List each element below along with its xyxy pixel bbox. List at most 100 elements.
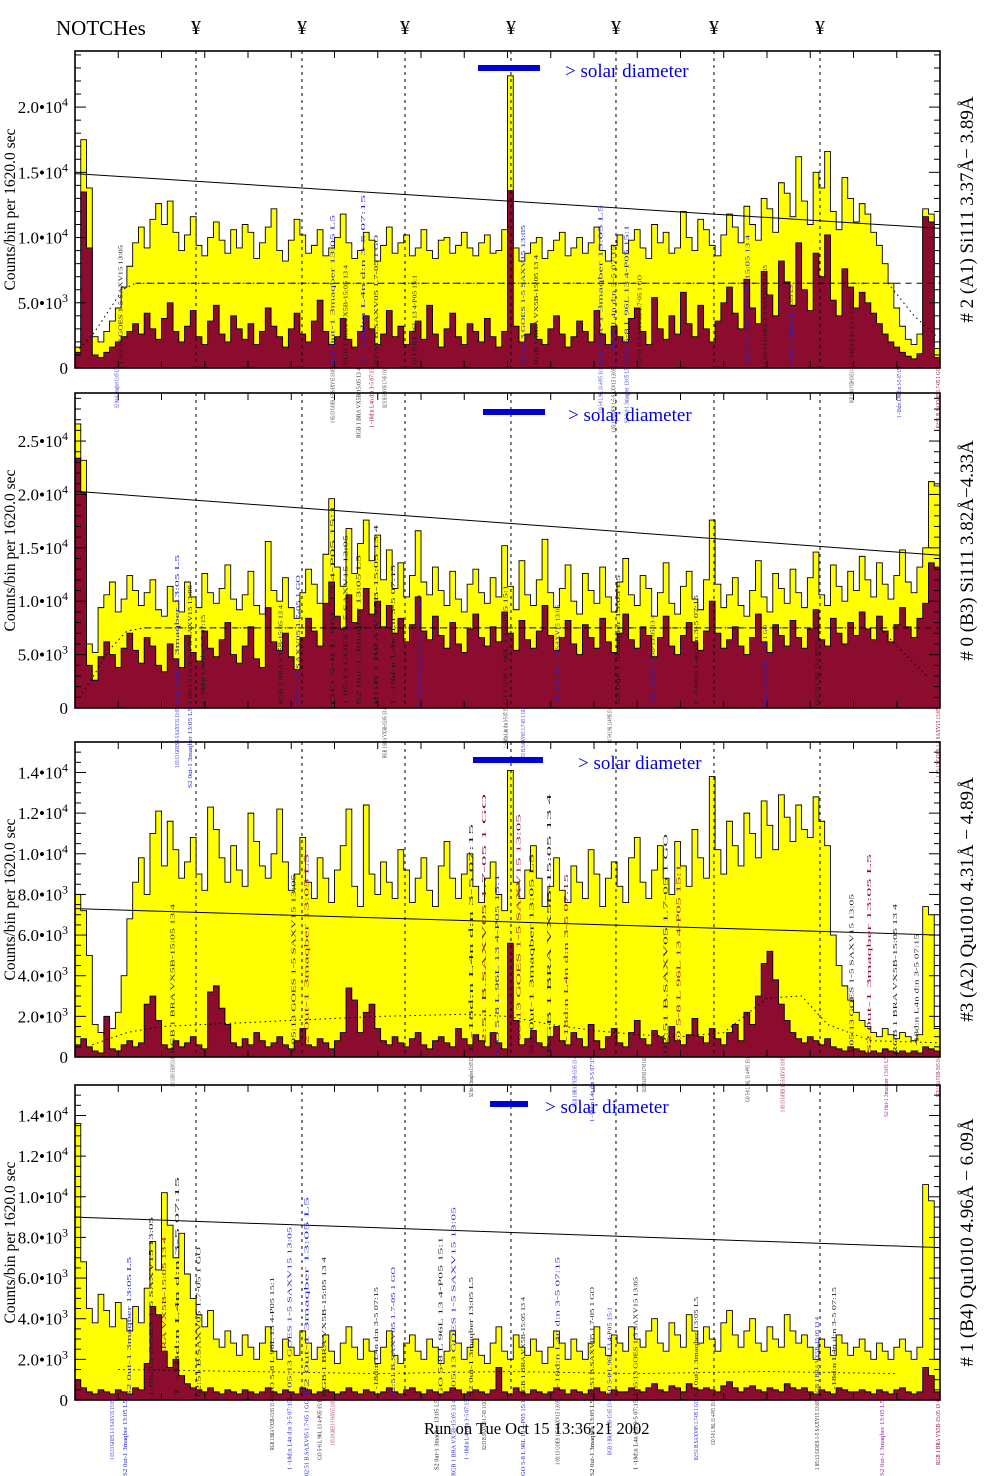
panel-1-annotation-strip-12: 1 05:13 GOES 1-5 SAXV15 13:05: [555, 605, 561, 705]
panel-3-annotation-strip-4: 02:51 B.SAXV05 1.7-05 1 GO: [196, 1246, 202, 1397]
panel-0-ytick-label: 2.0•104: [18, 95, 68, 117]
panel-0-ytick-label: 1.5•104: [18, 160, 68, 182]
panel-3-annotation-strip-spill-19: S2 0ut-1 3maqber 13:05 L5: [880, 1400, 886, 1476]
panel-3: 0 2.0•103 4.0•103 6.0•103 8.0•103 1.0•104 1.2•…: [2, 1084, 978, 1476]
panel-3-ytick-label: 2.0•103: [18, 1347, 68, 1369]
panel-2-ytick-label: 4.0•103: [18, 964, 68, 986]
panel-0-annotation-strip-spill-0: S2 0ut-1 3maqber 13:05 L5: [114, 368, 120, 408]
panel-1-annotation-strip-7: S2 0ut-1 3maqber 13:05 L5: [356, 555, 362, 705]
panel-3-ytick-label: 6.0•103: [18, 1266, 68, 1288]
panel-1-ytick-label: 2.0•104: [18, 482, 68, 504]
panel-1-dotted-curve: [78, 627, 928, 698]
panel-0-annotation-strip-14: S2 0ut-1 3maqber 13:05 L5: [789, 285, 795, 365]
panel-3-annotation-strip-spill-1: S2 0ut-1 3maqber 13:05 L5: [123, 1400, 129, 1476]
panel-3-annotation-strip-8: RGB 1 BRA VX5B-15:05 13 4: [322, 1257, 328, 1397]
panel-3-annotation-strip-9: 1 -18d:n L4n d:n 3-5 07:15: [374, 1287, 380, 1397]
panel-1-annotation-strip-13: S2 0ut-1 3maqber 13:05 L5: [616, 575, 622, 705]
panel-3-dark_red-series: [74, 1306, 941, 1401]
panel-0-annotation-strip-10: GO 5-8 L 96L 13 4-P05 15:1: [625, 225, 631, 365]
panel-1-yellow-series: [74, 423, 941, 709]
panel-2-right-label: #3 (A2) Qu1010 4.31Å − 4.89Å: [957, 777, 978, 1022]
panel-3-annotation-strip-6: 1 05:13 GOES 1-5 SAXV15 13:05: [287, 1227, 293, 1397]
panel-0-dark_red-series: [74, 190, 941, 369]
panel-3-annotation-strip-0: S2 0ut-1 3maqber 13:05 L5: [127, 1257, 133, 1397]
panel-3-annotation-strip-spill-0: 1 05:13 GOES 1-5 SAXV15 13:05: [110, 1400, 116, 1460]
panel-1-solar-diameter-label: > solar diameter: [568, 405, 692, 426]
notch-yen-marker-0: ¥: [191, 17, 201, 39]
panel-0-annotation-strip-6: 1 05:13 GOES 1-5 SAXV15 13:05: [521, 225, 527, 365]
panel-0-annotation-strip-spill-5: GO 5-8 L 96L 13 4-P05 15:1: [599, 368, 605, 413]
panel-3-annotation-strip-spill-10: 02:51 B.SAXV05 1.7-05 1 GO: [482, 1400, 488, 1450]
panel-0-annotation-strip-spill-7: S2 0ut-1 3maqber 13:05 L5: [625, 368, 631, 423]
panel-0-ytick-label: 1.0•104: [18, 226, 68, 248]
panel-0-annotation-strip-12: RGB 1 BRA VX5B-15:05 13 4: [746, 235, 752, 365]
panel-1-annotation-strip-15: 1 -18d:n L4n d:n 3-5 07:15: [694, 595, 700, 705]
panel-2: 0 2.0•103 4.0•103 6.0•103 8.0•103 1.0•104 1.2•…: [2, 741, 978, 1122]
panel-1-annotation-strip-spill-1: S2 0ut-1 3maqber 13:05 L5: [188, 708, 194, 788]
panel-1-annotation-strip-6: 1 05:13 GOES 1-5 SAXV15 13:05: [343, 535, 349, 705]
panel-3-annotation-strip-spill-15: 1 -18d:n L4n d:n 3-5 07:15: [633, 1400, 639, 1470]
panel-0-ytick-label: 5.0•103: [18, 291, 68, 313]
panel-2-annotation-strip-spill-8: RGB 1 BRA VX5B-15:05 13 4: [936, 1057, 942, 1097]
panel-0-annotation-strip-11: 02:51 B.SAXV05 1.7-05 1 GO: [638, 274, 644, 365]
panel-2-annotation-strip-15: 1 -18d:n L4n d:n 3-5 07:15: [914, 934, 920, 1054]
panel-1-annotation-strip-spill-6: 1 05:13 GOES 1-5 SAXV15 13:05: [936, 708, 942, 778]
panel-2-annotation-strip-spill-4: 02:51 B.SAXV05 1.7-05 1 GO: [642, 1057, 648, 1092]
panel-2-annotation-strip-spill-3: 1 -18d:n L4n d:n 3-5 07:15: [590, 1057, 596, 1122]
panel-3-annotation-strip-spill-11: GO 5-8 L 96L 13 4-P05 15:1: [521, 1400, 527, 1476]
panel-0-annotation-strip-5: GO 5-8 L 96L 13 4-P05 15:1: [413, 275, 419, 365]
panel-0: 0 5.0•103 1.0•104 1.5•104 2.0•104 Counts/bin …: [2, 50, 978, 438]
panel-3-y-axis-label: Counts/bin per 1620.0 sec: [2, 1161, 19, 1323]
notch-yen-marker-4: ¥: [610, 17, 621, 39]
notch-yen-marker-3: ¥: [505, 17, 516, 39]
panel-1-y-axis-label: Counts/bin per 1620.0 sec: [2, 469, 19, 631]
panel-2-ytick-label: 2.0•103: [18, 1004, 68, 1026]
panel-0-trend-line: [74, 173, 941, 229]
panel-3-annotation-strip-21: 1 -18d:n L4n d:n 3-5 07:15: [832, 1287, 838, 1397]
panel-2-annotation-strip-8: RGB 1 BRA VX5B-15:05 13 4: [547, 794, 553, 1054]
panel-2-annotation-strip-0: RGB 1 BRA VX5B-15:05 13 4: [170, 904, 176, 1054]
panel-0-annotation-strip-2: RGB 1 BRA VX5B-15:05 13 4: [343, 265, 349, 365]
panel-2-solar-diameter-label: > solar diameter: [578, 753, 702, 774]
panel-0-annotation-strip-8: S2 0ut-1 3maqber 13:05 L5: [599, 205, 605, 365]
panel-0-annotation-strip-13: 1 05:13 GOES 1-5 SAXV15 13:05: [763, 265, 769, 365]
panel-3-annotation-strip-11: GO 5-8 L 96L 13 4-P05 15:1: [439, 1237, 445, 1397]
panel-3-annotation-strip-spill-7: S2 0ut-1 3maqber 13:05 L5: [434, 1400, 440, 1470]
panel-3-annotation-strip-spill-5: GO 5-8 L 96L 13 4-P05 15:1: [318, 1400, 324, 1460]
panel-1-annotation-strip-spill-3: 1 -18d:n L4n d:n 3-5 07:15: [504, 708, 510, 748]
panel-1-annotation-strip-5: GO 5-8 L 96L 13 4-P05 15:1: [331, 505, 337, 705]
panel-3-right-label: # 1 (B4) Qu1010 4.96Å − 6.09Å: [957, 1118, 978, 1366]
panel-1-trend-line: [74, 490, 941, 556]
panel-0-annotation-strip-spill-4: 02:51 B.SAXV05 1.7-05 1 GO: [382, 368, 388, 408]
panel-1-dark_red-series: [74, 457, 941, 709]
panel-2-ytick-label: 1.4•104: [18, 760, 68, 782]
panel-1-annotation-strip-spill-2: RGB 1 BRA VX5B-15:05 13 4: [382, 708, 388, 758]
panel-2-annotation-strip-11: GO 5-8 L 96L 13 4-P05 15:1: [677, 864, 683, 1054]
panel-1-annotation-strip-1: 1 05:13 GOES 1-5 SAXV15 13:05: [188, 585, 194, 705]
panel-3-annotation-strip-spill-6: 1 05:13 GOES 1-5 SAXV15 13:05: [331, 1400, 337, 1445]
panel-2-y-axis-label: Counts/bin per 1620.0 sec: [2, 818, 19, 980]
panel-1-annotation-strip-16: 02:51 B.SAXV05 1.7-05 1 GO: [763, 624, 769, 705]
panel-2-annotation-strip-12: 1 05:13 GOES 1-5 SAXV15 13:05: [850, 894, 856, 1054]
panel-0-annotation-strip-spill-6: 1 05:13 GOES 1-5 SAXV15 13:05: [612, 368, 618, 433]
panel-1-ytick-label: 1.5•104: [18, 536, 68, 558]
panel-0-annotation-strip-spill-8: RGB 1 BRA VX5B-15:05 13 4: [850, 368, 856, 403]
panel-2-ytick-label: 0: [60, 1048, 69, 1067]
panel-0-ytick-label: 0: [60, 359, 69, 378]
panel-2-solar-diameter-bar: [472, 757, 543, 763]
panel-3-annotation-strip-15: 1 -18d:n L4n d:n 3-5 07:15: [555, 1257, 561, 1397]
panel-3-annotation-strip-12: 1 05:13 GOES 1-5 SAXV15 13:05: [452, 1207, 458, 1397]
panel-1-annotation-strip-2: 1 -18d:n L4n d:n 3-5 07:15: [201, 615, 207, 705]
panel-0-annotation-strip-7: RGB 1 BRA VX5B-15:05 13 4: [534, 255, 540, 365]
panel-2-annotation-strip-spill-1: S2 0ut-1 3maqber 13:05 L5: [469, 1057, 475, 1097]
panel-3-annotation-strip-spill-13: S2 0ut-1 3maqber 13:05 L5: [590, 1400, 596, 1476]
panel-2-annotation-strip-1: 1 05:13 GOES 1-5 SAXV15 13:05: [292, 874, 298, 1054]
panel-0-annotation-strip-spill-3: 1 -18d:n L4n d:n 3-5 07:15: [369, 368, 375, 428]
panel-1-annotation-strip-spill-4: 02:51 B.SAXV05 1.7-05 1 GO: [521, 708, 527, 763]
panel-1-ytick-label: 1.0•104: [18, 589, 68, 611]
panel-3-annotation-strip-13: S2 0ut-1 3maqber 13:05 L5: [469, 1277, 475, 1397]
panel-1-annotation-strip-8: RGB 1 BRA VX5B-15:05 13 4: [374, 525, 380, 705]
panel-3-annotation-strip-3: 1 -18d:n L4n d:n 3-5 07:15: [175, 1177, 181, 1397]
notch-yen-marker-5: ¥: [708, 17, 719, 39]
